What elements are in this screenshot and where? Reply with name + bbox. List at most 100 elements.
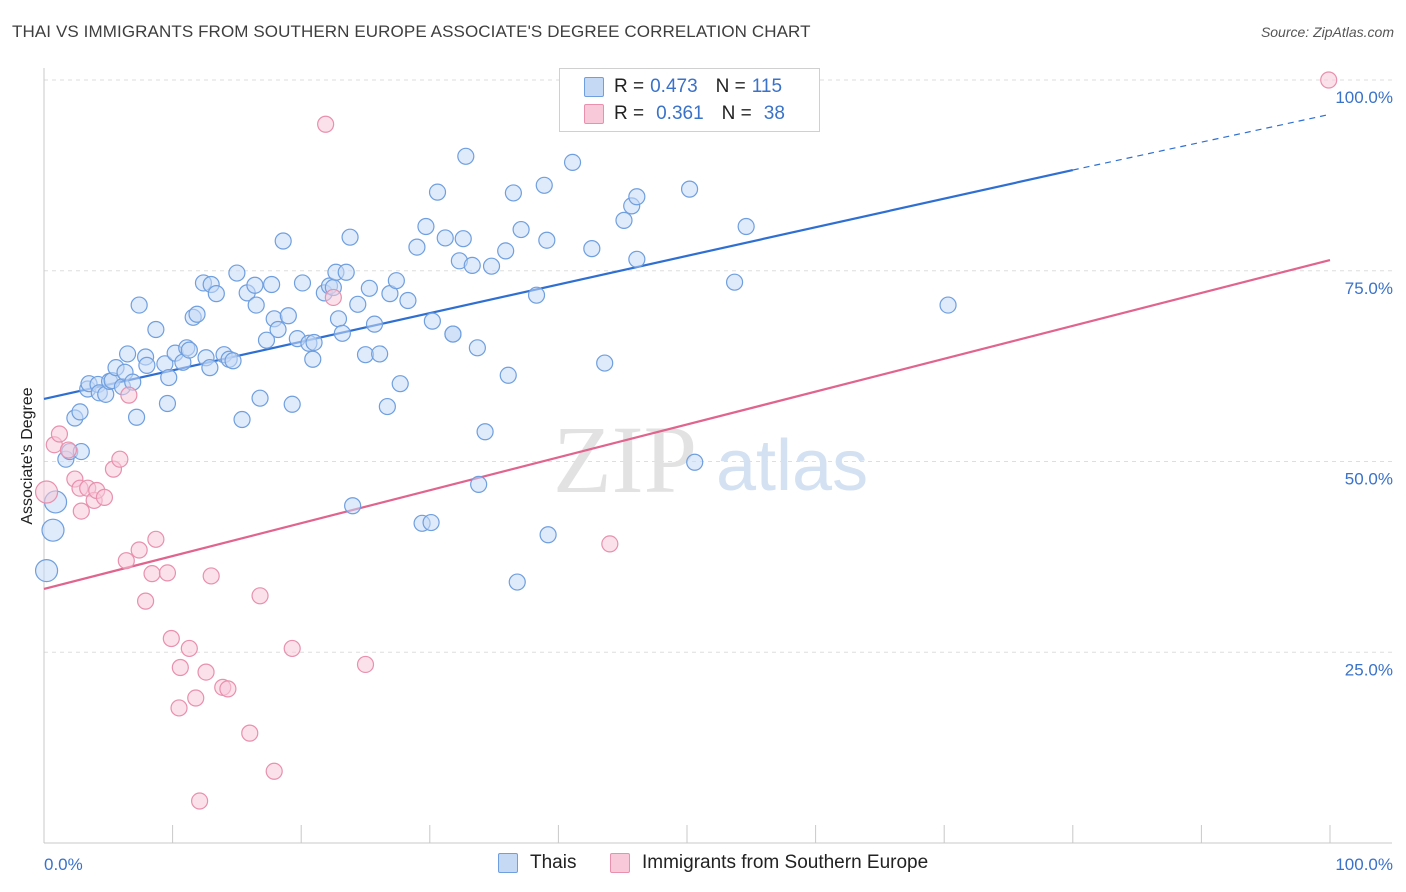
point-thais-78 <box>408 238 426 256</box>
source-label: Source: ZipAtlas.com <box>1260 24 1394 40</box>
trend-line-thais-extension <box>1072 113 1331 171</box>
point-southern-europe-6 <box>72 502 90 520</box>
point-thais-94 <box>499 366 517 384</box>
point-thais-68 <box>349 295 367 313</box>
point-thais-48 <box>257 331 276 349</box>
bottom-legend-label-southern-europe: Immigrants from Southern Europe <box>642 852 929 873</box>
point-thais-81 <box>423 312 441 330</box>
legend-n-label: N = <box>715 76 746 97</box>
point-thais-53 <box>279 307 297 325</box>
point-southern-europe-2 <box>50 425 69 443</box>
point-thais-67 <box>341 228 359 246</box>
legend-swatch-thais <box>584 77 604 97</box>
point-thais-42 <box>228 264 246 282</box>
point-southern-europe-12 <box>111 450 129 468</box>
trend-line-thais <box>43 168 1074 401</box>
point-thais-89 <box>468 339 486 357</box>
point-thais-75 <box>387 272 405 290</box>
bottom-legend-swatch-thais <box>498 853 518 873</box>
point-southern-europe-14 <box>120 386 138 404</box>
y-tick-label-1: 75.0% <box>1345 279 1393 298</box>
legend-swatch-southern-europe <box>584 104 604 124</box>
point-thais-83 <box>436 229 454 247</box>
point-southern-europe-21 <box>170 699 188 717</box>
point-thais-20 <box>127 408 146 426</box>
point-thais-103 <box>583 240 601 258</box>
point-thais-37 <box>201 359 219 377</box>
point-thais-43 <box>233 410 251 429</box>
trend-lines <box>43 113 1331 590</box>
point-thais-82 <box>428 183 447 201</box>
point-thais-115 <box>344 497 362 515</box>
point-thais-108 <box>628 188 646 206</box>
point-southern-europe-25 <box>191 792 209 810</box>
point-southern-europe-16 <box>136 592 155 610</box>
point-thais-76 <box>391 375 409 393</box>
point-southern-europe-22 <box>171 658 189 677</box>
point-thais-33 <box>188 305 206 323</box>
point-thais-65 <box>333 324 351 342</box>
point-southern-europe-10 <box>95 488 114 506</box>
point-thais-58 <box>304 350 322 368</box>
point-thais-110 <box>686 453 704 471</box>
point-thais-99 <box>535 176 553 194</box>
point-thais-93 <box>497 242 515 260</box>
point-thais-24 <box>147 320 165 339</box>
chart-title: THAI VS IMMIGRANTS FROM SOUTHERN EUROPE … <box>12 22 811 41</box>
point-thais-72 <box>371 345 389 363</box>
y-tick-label-0: 100.0% <box>1335 88 1393 107</box>
point-thais-31 <box>180 341 198 359</box>
point-southern-europe-20 <box>162 629 180 648</box>
point-southern-europe-13 <box>117 552 135 570</box>
point-thais-41 <box>224 352 242 370</box>
point-southern-europe-30 <box>241 724 259 742</box>
point-southern-europe-15 <box>130 541 148 559</box>
point-thais-90 <box>470 475 488 493</box>
trend-line-southern-europe <box>43 259 1331 590</box>
point-southern-europe-26 <box>197 663 215 681</box>
point-thais-66 <box>337 263 355 281</box>
point-thais-27 <box>160 368 178 387</box>
point-thais-109 <box>680 180 699 198</box>
point-thais-26 <box>158 394 177 413</box>
point-thais-113 <box>939 296 957 314</box>
point-southern-europe-24 <box>187 689 205 707</box>
gridlines <box>44 79 1392 653</box>
legend-row-southern-europe: R = 0.361 N = 38 <box>584 101 785 127</box>
point-southern-europe-34 <box>317 115 335 133</box>
point-thais-98 <box>527 286 546 304</box>
point-southern-europe-3 <box>59 441 78 459</box>
point-thais-107 <box>628 250 646 268</box>
bottom-legend-southern-europe: Immigrants from Southern Europe <box>610 852 928 874</box>
point-southern-europe-31 <box>251 587 269 605</box>
y-tick-label-2: 50.0% <box>1345 470 1393 489</box>
point-southern-europe-19 <box>158 564 177 582</box>
point-thais-46 <box>247 296 265 314</box>
point-thais-64 <box>329 310 348 328</box>
point-thais-116 <box>444 325 462 343</box>
legend-r-label: R = <box>614 103 645 124</box>
point-thais-0 <box>34 559 59 583</box>
point-southern-europe-17 <box>143 565 161 583</box>
tick-labels: 100.0% 75.0% 50.0% 25.0% 0.0% 100.0% <box>44 88 1393 874</box>
point-thais-23 <box>138 356 156 374</box>
watermark-atlas: atlas <box>716 426 868 506</box>
legend: R = 0.473 N = 115 R = 0.361 N = 38 <box>559 68 820 132</box>
point-thais-52 <box>274 232 292 250</box>
point-thais-102 <box>563 153 582 172</box>
data-points <box>34 71 1338 810</box>
legend-r-value: 0.473 <box>650 76 698 97</box>
legend-n-label: N = <box>721 103 752 124</box>
point-southern-europe-32 <box>265 762 283 780</box>
point-thais-100 <box>538 231 556 249</box>
point-southern-europe-18 <box>147 530 165 548</box>
point-thais-95 <box>504 184 522 202</box>
point-thais-111 <box>725 273 744 291</box>
legend-r-value: 0.361 <box>656 103 704 124</box>
point-thais-104 <box>596 354 614 372</box>
point-thais-87 <box>457 147 475 165</box>
point-thais-51 <box>269 320 287 339</box>
bottom-legend-swatch-southern-europe <box>610 853 630 873</box>
point-southern-europe-33 <box>283 639 301 658</box>
